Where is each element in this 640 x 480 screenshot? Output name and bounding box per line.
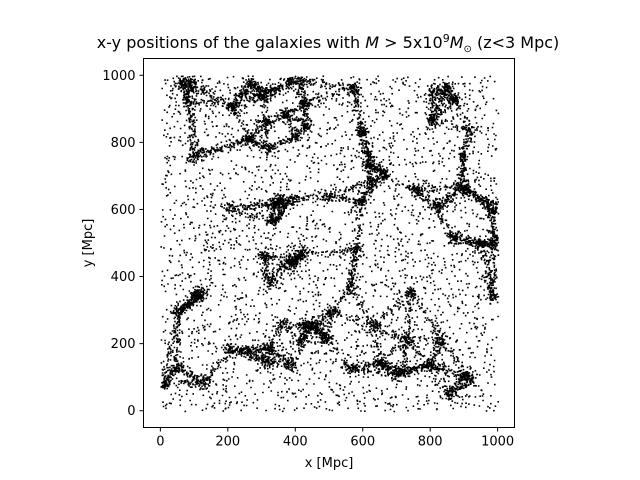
data-point — [203, 379, 206, 382]
data-point — [395, 372, 398, 375]
y-ticks: 0 200 400 600 800 1000 — [102, 69, 144, 419]
data-point — [489, 208, 492, 211]
y-tick-label: 600 — [111, 203, 136, 218]
x-tick-label: 1000 — [481, 435, 514, 450]
data-point — [294, 255, 297, 258]
data-point — [446, 392, 449, 395]
y-tick-label: 800 — [111, 136, 136, 151]
x-axis-label: x [Mpc] — [305, 456, 354, 471]
plot-frame — [143, 58, 515, 428]
x-tick-label: 800 — [418, 435, 443, 450]
data-point — [348, 366, 351, 369]
data-point — [402, 369, 405, 372]
data-point — [314, 325, 317, 328]
data-point — [301, 252, 304, 255]
y-tick-label: 0 — [127, 404, 135, 419]
data-point — [311, 322, 314, 325]
data-point — [287, 258, 290, 261]
galaxy-points — [160, 75, 500, 413]
y-tick-label: 1000 — [102, 69, 135, 84]
x-tick-label: 0 — [156, 435, 164, 450]
y-tick-label: 200 — [111, 337, 136, 352]
x-tick-label: 400 — [283, 435, 308, 450]
y-axis-label: y [Mpc] — [81, 219, 96, 268]
points-layer — [160, 75, 500, 413]
data-point — [489, 201, 492, 204]
data-point — [260, 94, 263, 97]
x-ticks: 0 200 400 600 800 1000 — [156, 427, 514, 450]
x-tick-label: 600 — [350, 435, 375, 450]
data-point — [452, 97, 455, 100]
y-tick-label: 400 — [111, 270, 136, 285]
data-point — [196, 295, 199, 298]
data-point — [179, 80, 182, 83]
chart-title: x-y positions of the galaxies with M > 5… — [97, 32, 560, 55]
x-tick-label: 200 — [215, 435, 240, 450]
data-point — [267, 91, 270, 94]
data-point — [193, 292, 196, 295]
